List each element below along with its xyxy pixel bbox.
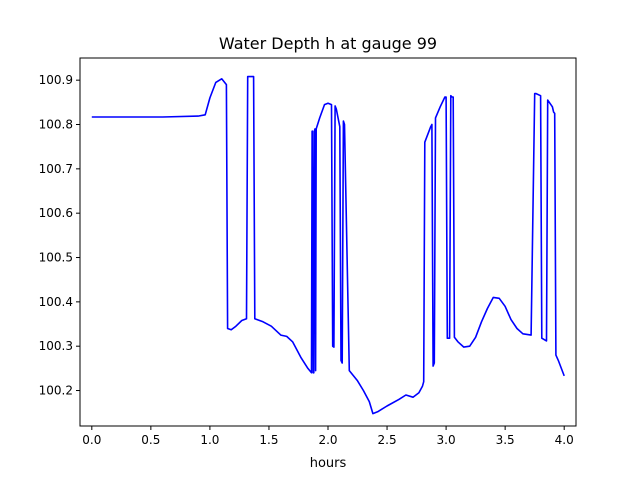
y-axis: 100.2 100.3 100.4 100.5 100.6 100.7 100.8 100.9 — [39, 73, 80, 398]
chart-title: Water Depth h at gauge 99 — [219, 34, 437, 53]
x-tick-label: 4.0 — [555, 433, 574, 447]
x-tick-label: 3.5 — [496, 433, 515, 447]
x-tick-label: 0.5 — [141, 433, 160, 447]
y-tick-label: 100.7 — [39, 162, 73, 176]
x-tick-label: 0.0 — [82, 433, 101, 447]
y-tick-label: 100.3 — [39, 339, 73, 353]
x-tick-label: 2.5 — [378, 433, 397, 447]
x-tick-label: 3.0 — [437, 433, 456, 447]
x-tick-label: 2.0 — [318, 433, 337, 447]
axes-frame — [79, 57, 577, 427]
y-tick-label: 100.5 — [39, 251, 73, 265]
x-tick-label: 1.5 — [259, 433, 278, 447]
x-axis-label: hours — [310, 456, 347, 471]
x-tick-label: 1.0 — [200, 433, 219, 447]
y-tick-label: 100.2 — [39, 384, 73, 398]
y-tick-label: 100.6 — [39, 206, 73, 220]
plot-area — [91, 75, 565, 415]
y-tick-label: 100.8 — [39, 118, 73, 132]
series-line-water-depth — [91, 75, 565, 415]
y-tick-label: 100.4 — [39, 295, 73, 309]
x-axis: 0.0 0.5 1.0 1.5 2.0 2.5 3.0 3.5 4.0 — [82, 426, 574, 447]
y-tick-label: 100.9 — [39, 73, 73, 87]
